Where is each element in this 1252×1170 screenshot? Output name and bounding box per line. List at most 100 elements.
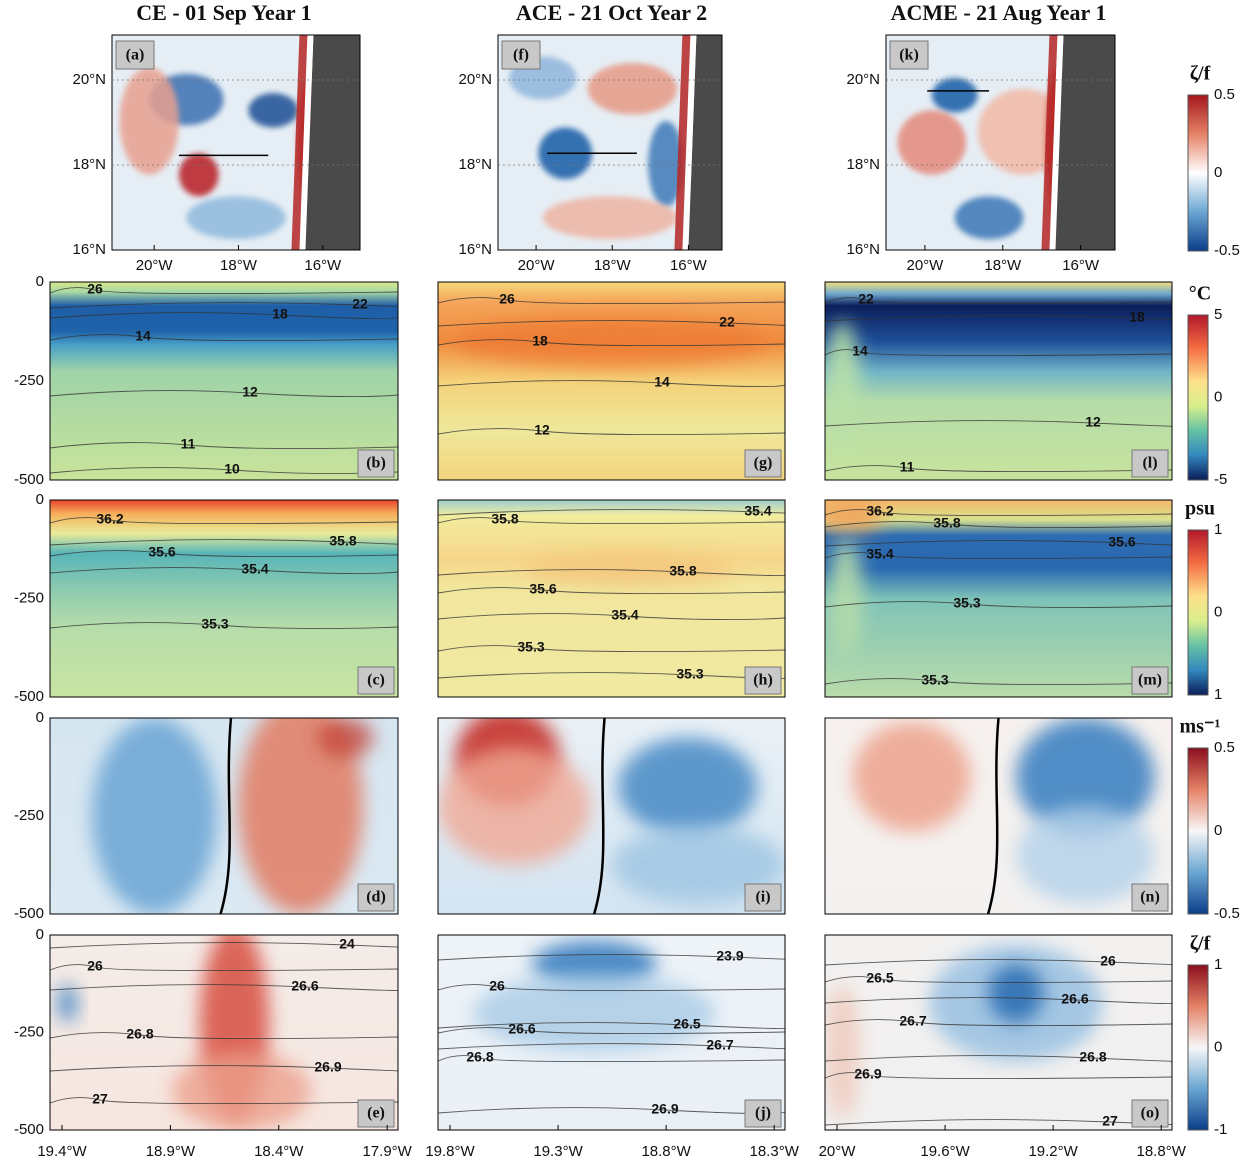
colorbar [1188, 530, 1208, 695]
field-feature [988, 964, 1044, 1023]
colorbar-tick-label: 1 [1214, 686, 1222, 703]
panel-label: (e) [367, 1105, 385, 1122]
contour-label: 36.2 [866, 503, 893, 519]
section-x-tick-label: 19.2°W [1028, 1143, 1078, 1160]
vorticity-feature [248, 93, 298, 127]
contour-label: 35.4 [866, 546, 893, 562]
contour-label: 35.6 [1108, 534, 1135, 550]
panel-label: (g) [754, 455, 773, 472]
depth-tick-label: 0 [36, 491, 44, 508]
column-title: ACE - 21 Oct Year 2 [516, 0, 707, 25]
map-y-tick-label: 18°N [846, 156, 880, 173]
depth-tick-label: -500 [14, 905, 44, 922]
contour-label: 26.6 [1061, 991, 1088, 1007]
panel-label: (i) [755, 889, 770, 906]
colorbar [1188, 748, 1208, 914]
contour-label: 26 [499, 291, 515, 307]
panel-label: (d) [366, 889, 386, 906]
contour-label: 26.8 [1079, 1049, 1106, 1065]
contour-label: 26 [87, 958, 103, 974]
section-x-tick-label: 18.8°W [1137, 1143, 1187, 1160]
section-field [50, 282, 398, 480]
contour-label: 35.6 [529, 581, 556, 597]
map-x-tick-label: 16°W [670, 257, 708, 274]
depth-tick-label: 0 [36, 926, 44, 943]
map-x-tick-label: 16°W [1062, 257, 1100, 274]
colorbar-tick-label: 0.5 [1214, 739, 1235, 756]
depth-tick-label: -500 [14, 688, 44, 705]
contour-label: 26.8 [126, 1026, 153, 1042]
contour-label: 26.7 [706, 1037, 733, 1053]
contour-label: 18 [272, 306, 288, 322]
depth-tick-label: -500 [14, 471, 44, 488]
map-x-tick-label: 18°W [594, 257, 632, 274]
colorbar-tick-label: -5 [1214, 471, 1227, 488]
map-x-tick-label: 16°W [304, 257, 342, 274]
map-y-tick-label: 16°N [458, 241, 492, 258]
vorticity-feature [955, 196, 1024, 239]
panel-label: (f) [513, 47, 529, 64]
field-feature [853, 722, 971, 832]
contour-label: 26 [489, 978, 505, 994]
section-field [438, 500, 785, 697]
contour-label: 27 [1102, 1113, 1118, 1129]
colorbar-tick-label: 0.5 [1214, 86, 1235, 103]
contour-label: 11 [181, 436, 196, 452]
colorbar-unit: ζ/f [1190, 63, 1211, 85]
contour-label: 27 [92, 1091, 108, 1107]
colorbar-unit: ζ/f [1190, 933, 1211, 955]
field-feature [438, 747, 591, 865]
panel-label: (k) [899, 47, 919, 64]
map-y-tick-label: 20°N [458, 71, 492, 88]
map-y-tick-label: 20°N [846, 71, 880, 88]
contour-label: 35.6 [148, 544, 175, 560]
map-y-tick-label: 20°N [72, 71, 106, 88]
contour-label: 35.3 [921, 672, 948, 688]
panel-label: (o) [1141, 1105, 1160, 1122]
section-x-tick-label: 18.3°W [750, 1143, 800, 1160]
contour-label: 10 [224, 461, 240, 477]
colorbar-tick-label: -0.5 [1214, 905, 1240, 922]
contour-label: 14 [654, 374, 670, 390]
section-x-tick-label: 19.8°W [425, 1143, 475, 1160]
field-feature [473, 974, 716, 1052]
panel-label: (m) [1138, 672, 1162, 689]
panel-label: (c) [367, 672, 385, 689]
contour-label: 26.5 [866, 970, 893, 986]
contour-label: 12 [242, 384, 258, 400]
section-x-tick-label: 18.8°W [641, 1143, 691, 1160]
colorbar-tick-label: 0 [1214, 388, 1222, 405]
map-x-tick-label: 18°W [984, 257, 1022, 274]
contour-label: 36.2 [96, 511, 123, 527]
contour-label: 26 [1100, 953, 1116, 969]
contour-label: 35.4 [744, 503, 771, 519]
map-x-tick-label: 18°W [220, 257, 258, 274]
section-x-tick-label: 19.6°W [920, 1143, 970, 1160]
section-x-tick-label: 19.4°W [37, 1143, 87, 1160]
colorbar-tick-label: 0 [1214, 822, 1222, 839]
colorbar-tick-label: 1 [1214, 956, 1222, 973]
contour-label: 26.9 [651, 1101, 678, 1117]
section-x-tick-label: 18.4°W [254, 1143, 304, 1160]
colorbar-tick-label: 0 [1214, 164, 1222, 181]
contour-label: 22 [719, 314, 735, 330]
contour-label: 22 [858, 291, 874, 307]
contour-label: 26.5 [673, 1016, 700, 1032]
depth-tick-label: 0 [36, 273, 44, 290]
field-feature [172, 1052, 311, 1130]
contour-label: 24 [339, 936, 355, 952]
contour-label: 26.6 [508, 1021, 535, 1037]
field-feature [618, 738, 757, 836]
vorticity-feature [119, 67, 179, 175]
contour-label: 35.3 [201, 616, 228, 632]
contour-label: 35.8 [491, 511, 518, 527]
colorbar [1188, 95, 1208, 251]
contour-label: 26.6 [291, 978, 318, 994]
contour-label: 35.8 [933, 515, 960, 531]
vorticity-feature [179, 153, 219, 196]
map-y-tick-label: 18°N [458, 156, 492, 173]
panel-label: (l) [1142, 455, 1157, 472]
depth-tick-label: 0 [36, 709, 44, 726]
depth-tick-label: -500 [14, 1121, 44, 1138]
panel-label: (n) [1140, 889, 1160, 906]
